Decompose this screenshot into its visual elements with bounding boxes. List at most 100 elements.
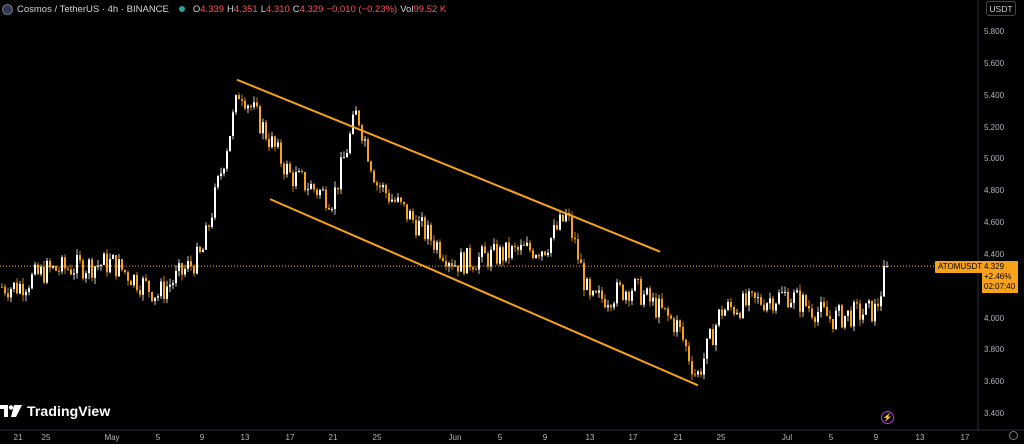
candle-body	[334, 187, 336, 210]
candle-body	[106, 253, 108, 273]
candle-body	[517, 246, 519, 251]
candle-body	[574, 237, 576, 240]
price-tick-label: 5.200	[984, 122, 1005, 132]
channel-upper-line[interactable]	[236, 78, 661, 253]
candle-body	[664, 307, 666, 309]
candle-body	[724, 309, 726, 316]
candle-body	[640, 279, 642, 305]
candle-body	[829, 316, 831, 319]
time-tick-label: 5	[155, 433, 161, 442]
settings-icon[interactable]	[1009, 431, 1018, 440]
candle-body	[421, 217, 423, 221]
candle-body	[340, 157, 342, 190]
candle-body	[244, 100, 246, 109]
candle-body	[769, 298, 771, 304]
candle-body	[814, 317, 816, 323]
candle-body	[16, 282, 18, 294]
candle-body	[850, 310, 852, 327]
price-tick-label: 3.600	[984, 377, 1005, 387]
candle-body	[205, 225, 207, 250]
candle-body	[847, 310, 849, 316]
candle-body	[451, 263, 453, 267]
candle-body	[196, 246, 198, 274]
time-tick-label: 21	[328, 433, 338, 442]
candle-body	[619, 282, 621, 285]
high-value: 4.351	[233, 3, 258, 15]
candle-body	[613, 303, 615, 308]
candle-body	[586, 278, 588, 291]
candle-body	[184, 268, 186, 275]
candle-body	[253, 102, 255, 108]
candle-body	[424, 217, 426, 240]
candle-body	[676, 320, 678, 333]
candle-body	[388, 193, 390, 202]
candle-body	[793, 292, 795, 303]
candle-body	[61, 257, 63, 272]
candle-body	[733, 307, 735, 315]
candle-body	[880, 296, 882, 307]
candle-body	[79, 255, 81, 261]
candle-body	[844, 315, 846, 328]
candle-body	[58, 270, 60, 272]
candle-body	[490, 249, 492, 267]
channel-lower-line[interactable]	[269, 198, 699, 387]
candle-body	[322, 189, 324, 191]
candle-body	[145, 278, 147, 281]
candle-body	[772, 298, 774, 311]
candle-body	[295, 172, 297, 187]
time-tick-label: 21	[13, 433, 23, 442]
candle-body	[790, 302, 792, 308]
candle-body	[460, 252, 462, 272]
candle-body	[223, 168, 225, 174]
candle-body	[541, 251, 543, 257]
candle-body	[346, 152, 348, 158]
candle-body	[313, 183, 315, 190]
market-status-icon	[178, 6, 185, 12]
candle-body	[190, 261, 192, 267]
candle-body	[304, 172, 306, 191]
candle-body	[229, 136, 231, 152]
candle-body	[535, 255, 537, 258]
candle-body	[871, 300, 873, 322]
candle-body	[787, 291, 789, 308]
candle-body	[589, 278, 591, 296]
candle-body	[571, 215, 573, 238]
tradingview-logo-icon	[0, 405, 22, 417]
candle-body	[208, 225, 210, 227]
time-tick-label: May	[104, 433, 120, 442]
candle-body	[877, 303, 879, 307]
candle-body	[235, 95, 237, 113]
candle-body	[415, 220, 417, 236]
lightning-icon[interactable]: ⚡	[881, 411, 894, 424]
candle-body	[70, 269, 72, 275]
candle-body	[130, 280, 132, 286]
time-tick-label: 21	[673, 433, 683, 442]
price-tick-label: 4.800	[984, 186, 1005, 196]
candle-body	[643, 294, 645, 305]
candle-body	[361, 125, 363, 141]
candles	[1, 92, 888, 381]
candle-body	[565, 213, 567, 222]
candle-body	[289, 163, 291, 173]
currency-button[interactable]: USDT	[986, 1, 1016, 16]
symbol-title[interactable]: Cosmos / TetherUS · 4h · BINANCE	[17, 3, 169, 15]
candle-body	[430, 224, 432, 241]
candle-body	[634, 278, 636, 291]
tradingview-logo[interactable]: TradingView	[0, 403, 110, 419]
candle-body	[4, 286, 6, 294]
last-price-change: +2.46%	[984, 272, 1012, 281]
candle-body	[475, 269, 477, 271]
candle-body	[328, 207, 330, 210]
candle-body	[835, 310, 837, 329]
time-tick-label: 13	[585, 433, 595, 442]
candle-body	[481, 246, 483, 257]
candle-body	[226, 151, 228, 169]
candle-body	[739, 312, 741, 319]
candle-body	[127, 272, 129, 281]
candle-body	[283, 163, 285, 175]
price-tick-label: 5.000	[984, 154, 1005, 164]
candle-body	[373, 170, 375, 183]
candle-body	[472, 267, 474, 270]
